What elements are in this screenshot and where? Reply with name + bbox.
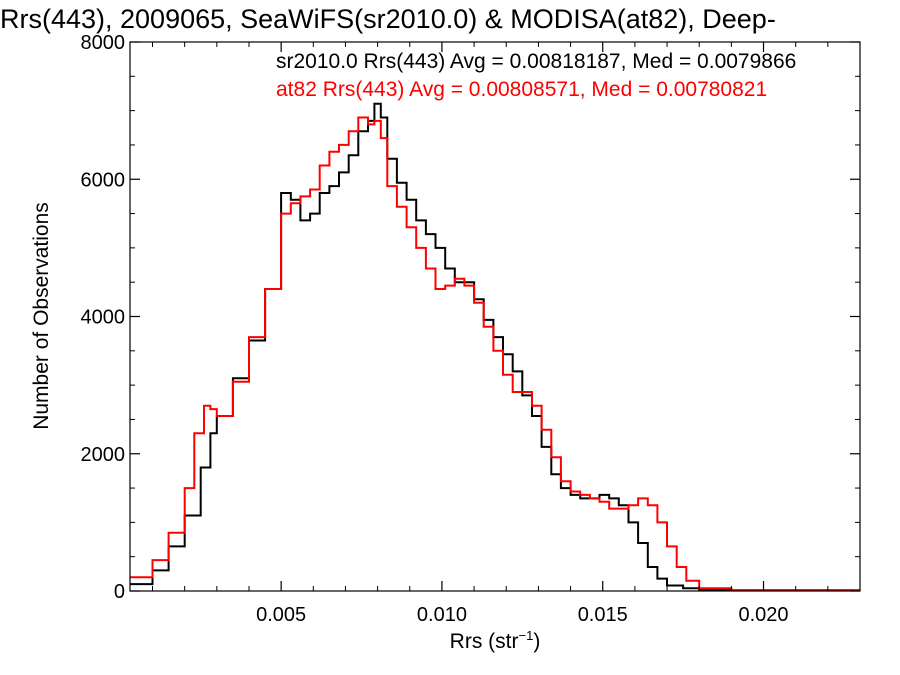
y-tick-label: 0 [114,581,125,603]
series-line-at82 [130,116,860,592]
y-tick-label: 6000 [81,169,126,191]
y-axis-label: Number of Observations [30,202,53,430]
x-axis-label-exponent: −1 [518,628,534,643]
x-axis-label-base: Rrs (str [449,630,519,653]
x-axis-label: Rrs (str−1) [450,628,541,654]
axes-frame [129,41,861,592]
x-tick-label: 0.010 [417,604,467,626]
x-tick-label: 0.005 [256,604,306,626]
stats-annotation-at82: at82 Rrs(443) Avg = 0.00808571, Med = 0.… [276,78,768,101]
x-tick-label: 0.015 [578,604,628,626]
chart-title: Rrs(443), 2009065, SeaWiFS(sr2010.0) & M… [0,4,776,34]
x-tick-label: 0.020 [738,604,788,626]
stats-annotation-sr2010: sr2010.0 Rrs(443) Avg = 0.00818187, Med … [276,50,797,73]
y-tick-label: 8000 [81,32,126,54]
series-line-sr2010-0 [130,102,860,592]
y-tick-label: 4000 [81,307,126,329]
x-axis-label-close: ) [533,630,541,653]
y-tick-label: 2000 [81,444,126,466]
